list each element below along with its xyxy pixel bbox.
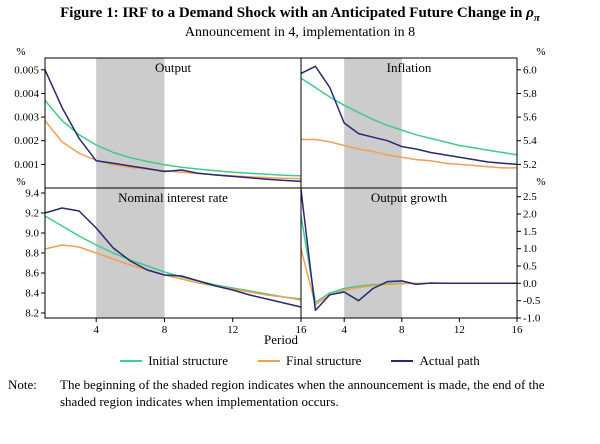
x-tick-label: 12 <box>227 324 238 336</box>
y-tick-label: 0.004 <box>14 88 39 100</box>
note-text: The beginning of the shaded region indic… <box>60 376 545 409</box>
axis-unit-label: % <box>536 176 545 188</box>
series-line-initial-structure <box>300 215 517 304</box>
y-tick-label: 8.6 <box>25 267 39 279</box>
panel-title: Output <box>155 60 192 75</box>
y-tick-label: 1.5 <box>523 226 537 238</box>
legend-swatch-final-structure <box>258 359 280 362</box>
note-label: Note: <box>8 376 37 392</box>
x-tick-label: 16 <box>296 324 308 336</box>
series-line-final-structure <box>300 248 517 306</box>
x-tick-label: 12 <box>454 324 465 336</box>
y-tick-label: 8.2 <box>25 307 39 319</box>
y-tick-label: 8.8 <box>25 247 39 259</box>
legend-label-final-structure: Final structure <box>286 352 362 368</box>
y-tick-label: 5.6 <box>523 112 537 124</box>
y-tick-label: 0.002 <box>14 135 39 147</box>
shaded-region <box>344 57 402 188</box>
legend-swatch-actual-path <box>391 359 414 362</box>
y-tick-label: 9.2 <box>25 207 39 219</box>
y-tick-label: 6.0 <box>523 64 537 76</box>
y-tick-label: -1.0 <box>523 312 541 324</box>
axis-unit-label: % <box>536 46 545 58</box>
shaded-region <box>96 57 165 188</box>
y-tick-label: -0.5 <box>523 295 541 307</box>
x-tick-label: 4 <box>93 324 99 336</box>
y-tick-label: 0.003 <box>14 112 39 124</box>
x-tick-label: 8 <box>399 324 405 336</box>
pi-subscript: π <box>534 12 540 24</box>
shaded-region <box>344 187 402 318</box>
figure-title-text: Figure 1: IRF to a Demand Shock with an … <box>60 5 527 21</box>
panel-title: Nominal interest rate <box>118 190 228 205</box>
figure-title: Figure 1: IRF to a Demand Shock with an … <box>0 4 600 25</box>
y-tick-label: 8.4 <box>25 287 39 299</box>
series-line-actual-path <box>44 69 302 183</box>
series-line-final-structure <box>301 138 517 169</box>
y-tick-label: 9.4 <box>25 187 39 199</box>
axis-unit-label: % <box>16 176 25 188</box>
rho-pi-symbol: ρπ <box>526 5 540 24</box>
rho-symbol: ρ <box>526 5 534 21</box>
panel-title: Inflation <box>387 60 432 75</box>
figure-subtitle: Announcement in 4, implementation in 8 <box>184 25 416 41</box>
series-line-actual-path <box>44 207 302 308</box>
series-line-actual-path <box>300 65 518 166</box>
x-tick-label: 16 <box>512 324 524 336</box>
shaded-region <box>96 187 165 318</box>
figure-note: Note: The beginning of the shaded region… <box>0 377 600 411</box>
y-tick-label: 5.2 <box>523 159 537 171</box>
chart-legend: Initial structure Final structure Actual… <box>0 353 600 369</box>
y-tick-label: 0.001 <box>14 159 39 171</box>
y-tick-label: 0.005 <box>14 64 39 76</box>
y-tick-label: 5.8 <box>523 88 537 100</box>
y-tick-label: 0.5 <box>523 260 537 272</box>
series-line-initial-structure <box>44 99 302 177</box>
y-tick-label: 2.0 <box>523 208 537 220</box>
y-tick-label: 9.0 <box>25 227 39 239</box>
legend-label-initial-structure: Initial structure <box>148 352 228 368</box>
legend-item-initial-structure: Initial structure <box>120 353 228 369</box>
axis-unit-label: % <box>16 46 25 58</box>
legend-swatch-initial-structure <box>120 359 143 362</box>
pi-symbol: π <box>533 12 540 24</box>
series-line-initial-structure <box>300 77 518 156</box>
legend-item-actual-path: Actual path <box>391 352 480 369</box>
series-line-final-structure <box>44 244 302 301</box>
y-tick-label: 2.5 <box>523 191 537 203</box>
series-line-actual-path <box>300 189 517 312</box>
y-tick-label: 0.0 <box>523 278 537 290</box>
irf-panel-chart: Output 0.005 0.004 0.003 0.002 0.001% Inflatio… <box>14 46 545 347</box>
series-line-initial-structure <box>44 215 302 300</box>
x-axis-label: Period <box>264 332 298 347</box>
legend-item-final-structure: Final structure <box>258 353 361 369</box>
y-tick-label: 5.4 <box>523 135 537 147</box>
x-tick-label: 4 <box>341 324 347 336</box>
panel-title: Output growth <box>371 190 448 205</box>
x-tick-label: 8 <box>162 324 168 336</box>
legend-label-actual-path: Actual path <box>419 352 480 368</box>
y-tick-label: 1.0 <box>523 243 537 255</box>
